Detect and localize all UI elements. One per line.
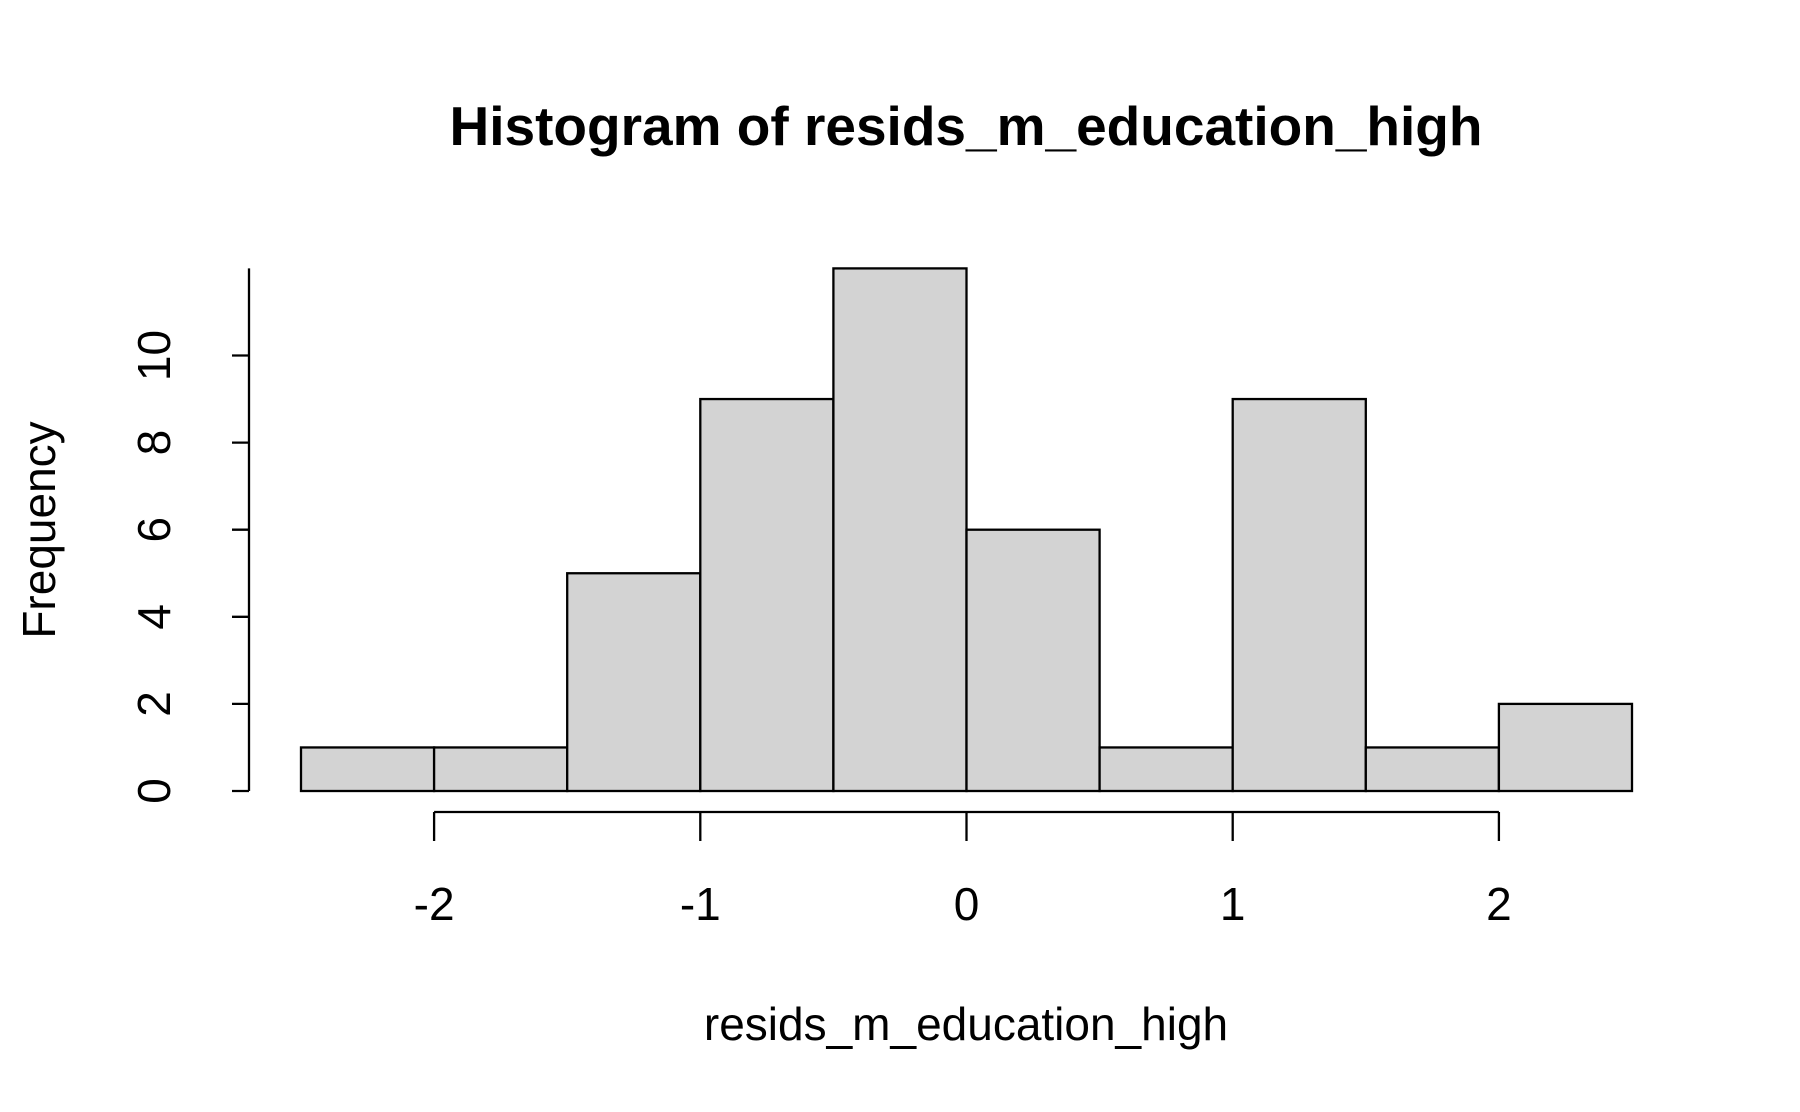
x-tick-label: -2 bbox=[414, 878, 455, 930]
x-tick-label: 0 bbox=[954, 878, 980, 930]
bar bbox=[1497, 702, 1634, 793]
bar bbox=[1231, 397, 1367, 793]
y-tick-label: 8 bbox=[128, 430, 180, 456]
bar bbox=[566, 572, 702, 793]
x-axis-label: resids_m_education_high bbox=[704, 998, 1228, 1050]
y-tick-label: 10 bbox=[128, 330, 180, 381]
x-tick-label: 1 bbox=[1220, 878, 1246, 930]
chart-title: Histogram of resids_m_education_high bbox=[450, 95, 1483, 157]
x-tick-label: -1 bbox=[680, 878, 721, 930]
bar bbox=[432, 746, 569, 793]
y-tick-label: 4 bbox=[128, 604, 180, 630]
y-tick-label: 0 bbox=[128, 778, 180, 804]
bar bbox=[832, 267, 968, 793]
bar bbox=[1364, 746, 1501, 793]
bar bbox=[965, 528, 1101, 793]
y-tick-label: 2 bbox=[128, 691, 180, 717]
y-axis-label: Frequency bbox=[13, 421, 65, 638]
bar bbox=[1098, 746, 1234, 793]
bar bbox=[699, 397, 835, 793]
bar bbox=[299, 746, 436, 793]
y-tick-label: 6 bbox=[128, 517, 180, 543]
x-tick-label: 2 bbox=[1486, 878, 1512, 930]
